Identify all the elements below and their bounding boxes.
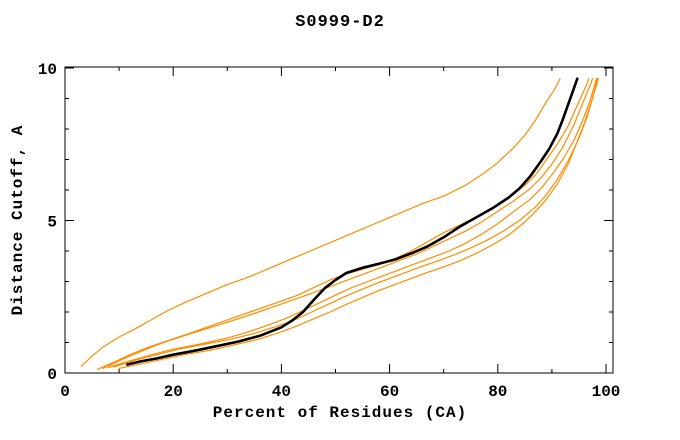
y-tick-label: 0 (47, 366, 57, 384)
curve-orange-curve-6 (118, 78, 600, 369)
y-tick-label: 5 (47, 214, 57, 232)
x-tick-label: 80 (488, 383, 507, 401)
x-tick-label: 60 (380, 383, 399, 401)
curve-orange-curve-5 (113, 78, 598, 368)
curve-orange-curve-4 (107, 78, 597, 369)
x-tick-label: 40 (272, 383, 291, 401)
plot-border (64, 66, 614, 374)
y-tick-label: 10 (38, 61, 57, 79)
x-tick-label: 20 (164, 383, 183, 401)
x-tick-label: 100 (592, 383, 621, 401)
x-axis-label: Percent of Residues (CA) (212, 404, 468, 422)
curve-orange-curve-1-outlier (80, 78, 561, 367)
x-tick-label: 0 (60, 383, 70, 401)
chart-title: S0999-D2 (295, 13, 385, 32)
curve-black-curve-main (125, 77, 579, 366)
curve-orange-curve-3 (102, 78, 594, 369)
